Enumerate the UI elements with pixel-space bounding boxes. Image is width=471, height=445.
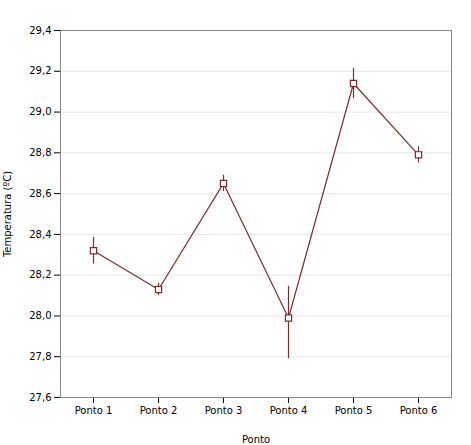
svg-text:Ponto 5: Ponto 5 (335, 405, 373, 416)
svg-text:29,4: 29,4 (29, 25, 51, 36)
svg-text:Ponto 6: Ponto 6 (400, 405, 438, 416)
svg-text:29,2: 29,2 (29, 65, 51, 76)
svg-text:Ponto 4: Ponto 4 (270, 405, 308, 416)
svg-text:27,8: 27,8 (29, 351, 51, 362)
svg-text:Ponto: Ponto (242, 434, 270, 445)
svg-text:28,8: 28,8 (29, 147, 51, 158)
svg-text:27,6: 27,6 (29, 392, 51, 403)
svg-text:28,4: 28,4 (29, 229, 51, 240)
svg-text:28,0: 28,0 (29, 310, 51, 321)
svg-text:Ponto 3: Ponto 3 (205, 405, 243, 416)
svg-text:Ponto 1: Ponto 1 (75, 405, 113, 416)
svg-text:29,0: 29,0 (29, 106, 51, 117)
svg-text:Temperatura (ºC): Temperatura (ºC) (2, 171, 13, 258)
svg-text:28,6: 28,6 (29, 188, 51, 199)
svg-text:Ponto 2: Ponto 2 (140, 405, 178, 416)
svg-text:28,2: 28,2 (29, 269, 51, 280)
